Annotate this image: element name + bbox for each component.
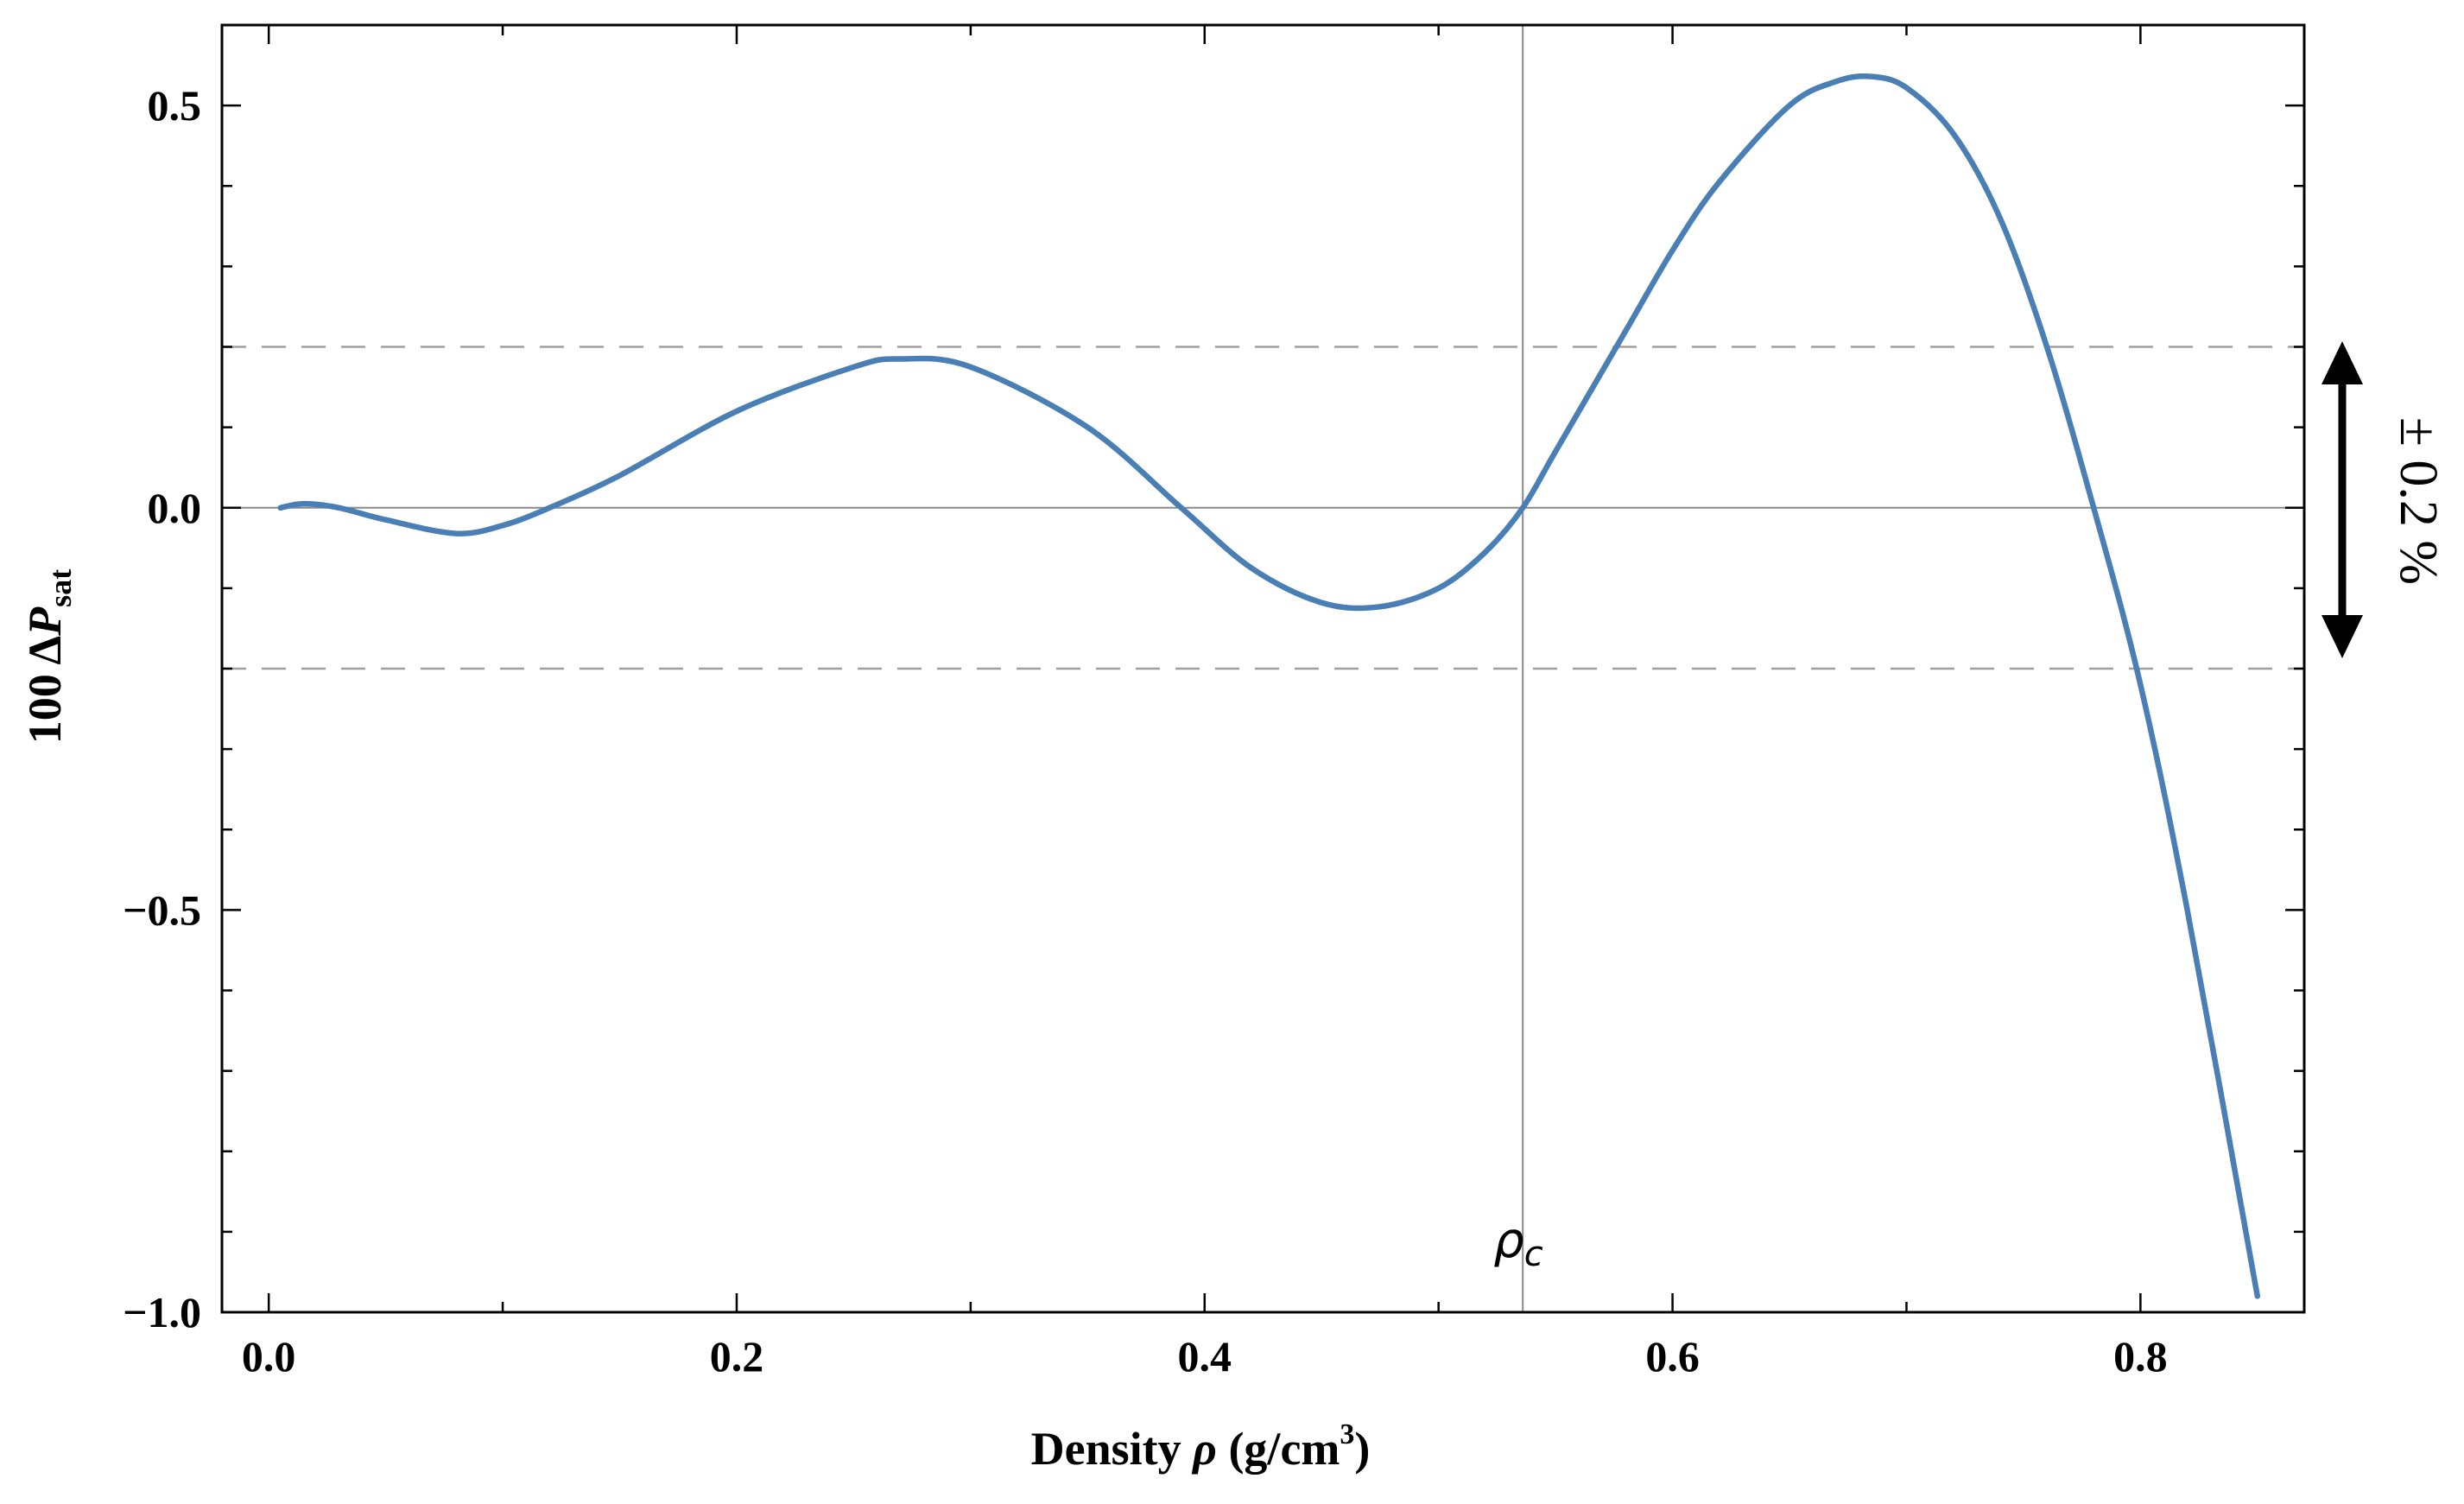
x-axis-title-symbol: ρ [1191,1423,1217,1475]
x-tick-label: 0.0 [242,1332,296,1380]
series-line-0 [277,73,2261,1299]
x-tick-label: 0.8 [2113,1332,2168,1380]
reference-lines [222,25,2304,1312]
rho-c-label-sub: c [1524,1234,1543,1274]
y-axis-title-prefix: 100 Δ [19,636,71,744]
band-arrow-head-up [2321,341,2363,384]
y-tick-label: 0.5 [148,81,202,130]
x-axis-title-unit-sup: 3 [1340,1418,1354,1450]
x-tick-label: 0.4 [1178,1332,1232,1380]
x-axis-title-unit: (g/cm [1228,1423,1340,1475]
x-axis-title: Density ρ (g/cm3) [1031,1418,1371,1475]
x-axis-title-word: Density [1031,1423,1181,1475]
band-arrow [2321,341,2363,658]
y-axis-title-var: P [19,606,71,637]
x-axis-title-unit-close: ) [1354,1423,1370,1475]
y-tick-label: −0.5 [123,885,201,934]
x-tick-label: 0.2 [710,1332,764,1380]
band-label: ± 0.2 % [2389,417,2448,585]
y-axis-title-sub: sat [43,569,78,607]
y-tick-label: 0.0 [148,484,202,532]
y-tick-label: −1.0 [123,1288,201,1336]
rho-c-label-base: ρ [1493,1213,1524,1269]
rho-c-label: ρc [1493,1213,1543,1274]
band-arrow-head-down [2321,615,2363,658]
x-tick-label: 0.6 [1645,1332,1700,1380]
series-layer [277,73,2261,1299]
y-axis-title: 100 ΔPsat [19,569,78,744]
ticks-layer: −1.0 −0.5 0.0 0.5 0.0 0.2 0.4 0.6 0.8 [123,23,2304,1380]
